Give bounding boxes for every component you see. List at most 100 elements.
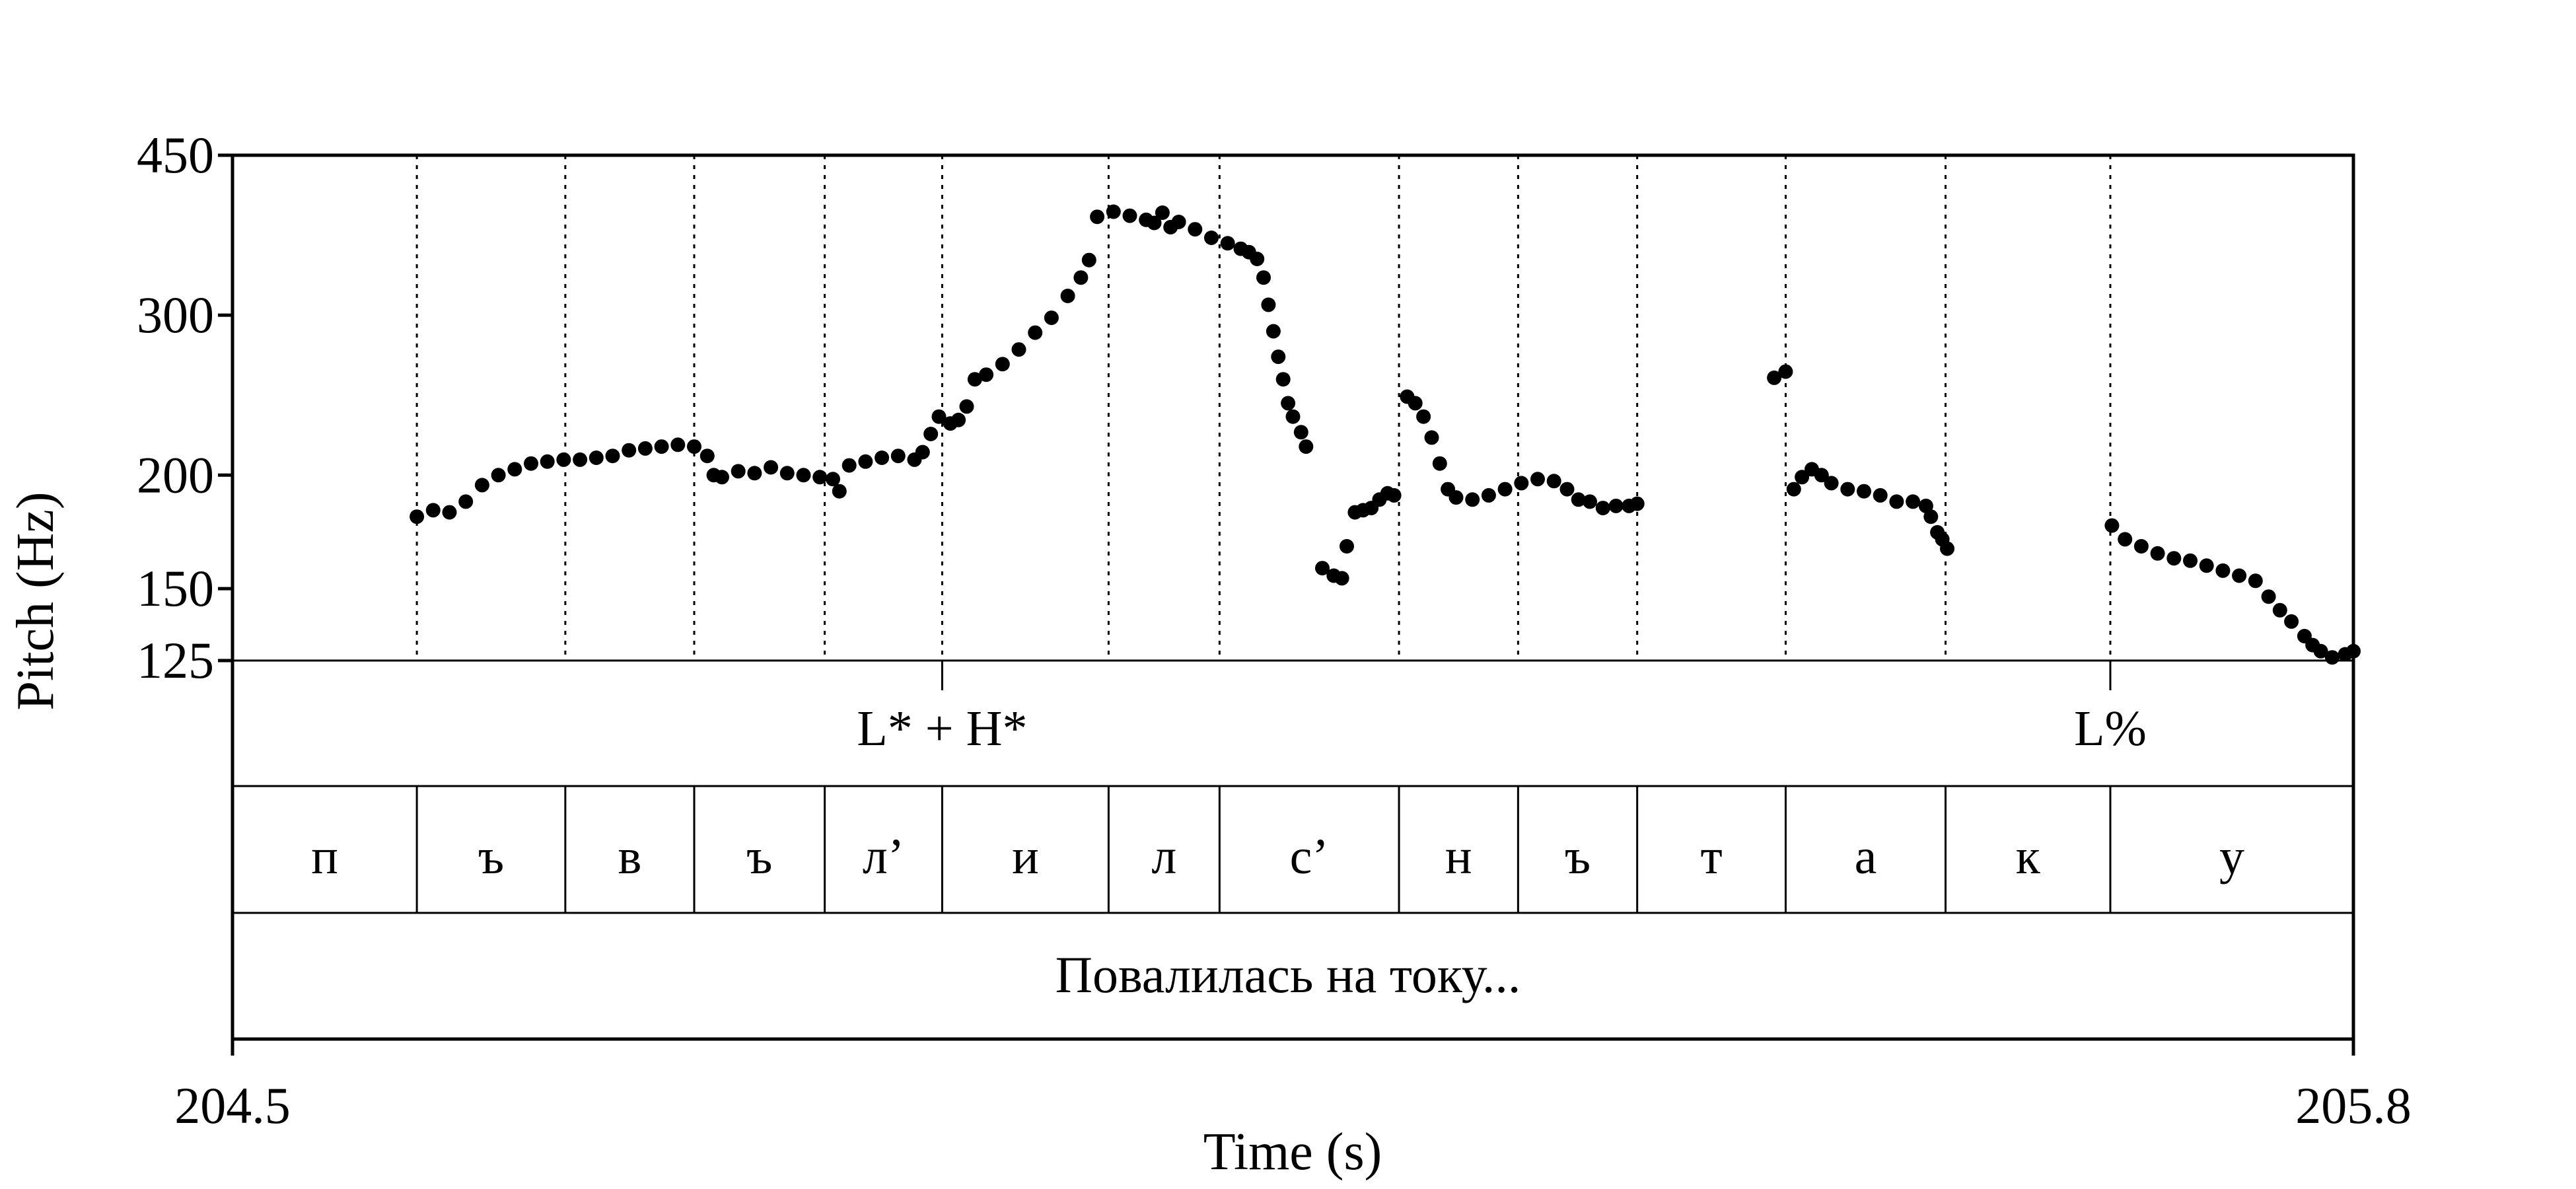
pitch-point bbox=[1408, 396, 1423, 411]
pitch-point bbox=[1060, 289, 1075, 303]
tone-label: L% bbox=[2074, 701, 2147, 756]
pitch-point bbox=[1629, 496, 1645, 511]
pitch-point bbox=[1073, 270, 1089, 285]
pitch-point bbox=[1147, 215, 1162, 231]
pitch-point bbox=[1906, 494, 1921, 509]
segment-label: к bbox=[2016, 829, 2040, 884]
y-axis-title: Pitch (Hz) bbox=[7, 491, 65, 710]
pitch-point bbox=[1432, 456, 1447, 471]
y-tick-label: 300 bbox=[137, 286, 214, 343]
pitch-point bbox=[524, 456, 538, 471]
pitch-point bbox=[1271, 349, 1286, 365]
pitch-point bbox=[556, 452, 571, 467]
pitch-point bbox=[2118, 532, 2133, 547]
pitch-point bbox=[875, 450, 890, 465]
tone-tier: L* + H* L% bbox=[857, 661, 2147, 756]
pitch-point bbox=[1220, 236, 1235, 251]
segment-label: и bbox=[1012, 829, 1039, 884]
pitch-point bbox=[1334, 571, 1349, 586]
pitch-point bbox=[2199, 558, 2214, 573]
pitch-point bbox=[1299, 439, 1314, 454]
pitch-point bbox=[826, 472, 840, 487]
pitch-point bbox=[1481, 487, 1496, 503]
y-tick-label: 200 bbox=[137, 446, 214, 503]
pitch-point bbox=[589, 450, 604, 465]
pitch-point bbox=[2215, 563, 2231, 578]
pitch-point bbox=[967, 372, 982, 387]
pitch-point bbox=[1011, 342, 1026, 357]
segment-tier: п ъ в ъ л’ и л с’ н ъ т а к у bbox=[311, 829, 2244, 884]
x-axis-title: Time (s) bbox=[1203, 1123, 1382, 1181]
pitch-point bbox=[923, 427, 939, 441]
pitch-point bbox=[931, 409, 947, 424]
pitch-point bbox=[2272, 602, 2287, 618]
pitch-point bbox=[1595, 501, 1610, 516]
pitch-point bbox=[796, 468, 811, 483]
pitch-point bbox=[890, 449, 906, 464]
pitch-point bbox=[1155, 205, 1170, 220]
pitch-point bbox=[2284, 614, 2299, 629]
pitch-point bbox=[2150, 546, 2165, 561]
pitch-point bbox=[1293, 425, 1308, 440]
pitch-point bbox=[779, 466, 795, 481]
pitch-point bbox=[731, 464, 746, 479]
pitch-point bbox=[458, 494, 474, 509]
segment-label: л bbox=[1151, 829, 1176, 884]
segment-label: у bbox=[2219, 829, 2244, 884]
pitch-point bbox=[1449, 490, 1464, 505]
pitch-point bbox=[1261, 297, 1276, 312]
x-tick-label: 204.5 bbox=[174, 1077, 291, 1134]
pitch-point bbox=[1824, 476, 1839, 491]
pitch-point bbox=[1315, 561, 1330, 576]
pitch-point bbox=[2183, 553, 2198, 568]
pitch-point bbox=[474, 478, 489, 493]
pitch-point bbox=[670, 437, 686, 452]
pitch-point bbox=[1465, 492, 1480, 507]
pitch-point bbox=[410, 509, 425, 524]
pitch-point bbox=[1122, 208, 1137, 223]
plot-frame bbox=[231, 153, 2355, 1056]
y-tick-label: 125 bbox=[137, 631, 214, 689]
pitch-point bbox=[425, 503, 441, 518]
pitch-point bbox=[1873, 487, 1888, 503]
segment-label: ъ bbox=[478, 829, 504, 884]
pitch-point bbox=[573, 452, 588, 467]
pitch-point bbox=[1571, 492, 1586, 507]
segment-label: т bbox=[1700, 829, 1722, 884]
pitch-point bbox=[1767, 370, 1782, 385]
pitch-points bbox=[410, 204, 2361, 665]
pitch-point bbox=[1416, 409, 1431, 424]
pitch-point bbox=[951, 412, 966, 427]
pitch-point bbox=[1840, 482, 1855, 497]
pitch-point bbox=[715, 470, 729, 485]
pitch-point bbox=[1778, 364, 1793, 379]
pitch-point bbox=[1090, 209, 1105, 225]
pitch-point bbox=[1171, 215, 1186, 229]
pitch-point bbox=[1106, 204, 1121, 219]
segment-label: н bbox=[1445, 829, 1472, 884]
x-tick-label: 205.8 bbox=[2295, 1077, 2412, 1134]
segment-label: с’ bbox=[1290, 829, 1329, 884]
pitch-point bbox=[2313, 643, 2328, 659]
pitch-point bbox=[1857, 484, 1871, 499]
pitch-point bbox=[2166, 551, 2182, 566]
pitch-point bbox=[1204, 231, 1219, 245]
pitch-point bbox=[1583, 494, 1597, 509]
x-axis-ticks: 204.5 205.8 bbox=[174, 1077, 2412, 1134]
pitch-point bbox=[1256, 270, 1271, 285]
pitch-point bbox=[1795, 470, 1810, 485]
outer-frame bbox=[231, 153, 2355, 1041]
pitch-point bbox=[1786, 482, 1801, 497]
pitch-point bbox=[1559, 482, 1575, 497]
pitch-point bbox=[747, 466, 762, 481]
pitch-point bbox=[764, 460, 779, 475]
pitch-point bbox=[2261, 589, 2276, 604]
pitch-point bbox=[1497, 482, 1513, 497]
pitch-point bbox=[1028, 325, 1043, 340]
pitch-point bbox=[1940, 541, 1954, 556]
pitch-point bbox=[812, 470, 828, 485]
segment-label: а bbox=[1855, 829, 1877, 884]
pitch-point bbox=[605, 449, 620, 464]
pitch-point bbox=[915, 445, 930, 460]
pitch-point bbox=[442, 505, 457, 520]
